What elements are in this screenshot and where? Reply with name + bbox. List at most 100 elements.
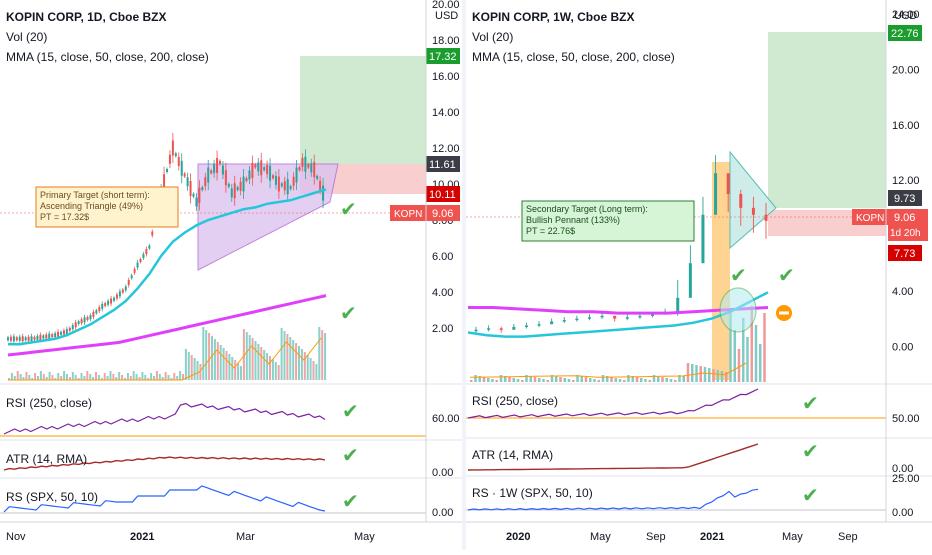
candle-body: [676, 297, 680, 312]
candle-body: [145, 249, 148, 254]
mma-legend[interactable]: MMA (15, close, 50, close, 200, close): [6, 50, 209, 64]
volume-bar: [242, 329, 245, 380]
volume-bar: [57, 373, 60, 380]
candle-body: [180, 160, 183, 176]
volume-bar: [10, 373, 13, 380]
candle-body: [183, 173, 186, 177]
volume-bar: [691, 364, 694, 382]
volume-bar: [703, 367, 707, 382]
candle-body: [168, 154, 171, 164]
rsi-legend[interactable]: RSI (250, close): [472, 394, 559, 408]
candle-body: [242, 176, 245, 192]
panel-divider: [462, 0, 466, 550]
candle-body: [266, 165, 269, 175]
volume-bar: [763, 313, 766, 382]
last-price-tag: 9.06: [432, 208, 453, 220]
volume-bar: [193, 358, 196, 380]
volume-bar: [196, 361, 199, 380]
candle-body: [575, 318, 579, 321]
vol-legend[interactable]: Vol (20): [472, 30, 514, 44]
volume-bar: [68, 377, 71, 380]
volume-bar: [176, 376, 179, 380]
note-line-2: Ascending Triangle (49%): [40, 201, 143, 211]
atr-legend[interactable]: ATR (14, RMA): [6, 452, 88, 466]
chart-title: KOPIN CORP, 1D, Cboe BZX: [6, 10, 167, 24]
volume-bars: [470, 306, 766, 382]
volume-bar: [525, 375, 528, 382]
volume-bar: [491, 379, 494, 382]
volume-bar: [138, 377, 141, 380]
check-icon: ✔: [340, 303, 357, 325]
candle-body: [57, 331, 60, 337]
volume-bar: [190, 355, 193, 380]
atr-legend[interactable]: ATR (14, RMA): [472, 448, 554, 462]
candle-body: [60, 331, 62, 335]
ascending-triangle: [197, 163, 339, 271]
rs-legend[interactable]: RS (SPX, 50, 10): [6, 490, 99, 504]
rsi-legend[interactable]: RSI (250, close): [6, 396, 93, 410]
weekly-chart-canvas[interactable]: Secondary Target (Long term): Bullish Pe…: [466, 0, 932, 550]
volume-bar: [567, 379, 571, 382]
candle-body: [550, 321, 554, 325]
candle-body: [186, 177, 189, 187]
volume-bar: [83, 376, 86, 380]
volume-bar: [179, 371, 182, 380]
volume-bar: [277, 365, 280, 380]
candle-body: [310, 163, 313, 173]
volume-bar: [86, 371, 89, 380]
ma-fast-line: [8, 188, 327, 346]
volume-bar: [576, 375, 579, 382]
candle-body: [274, 175, 277, 185]
time-axis-tick: Sep: [838, 531, 858, 543]
daily-chart-canvas[interactable]: Primary Target (short term): Ascending T…: [0, 0, 462, 550]
candle-body: [487, 328, 491, 330]
chart-panel-weekly[interactable]: Secondary Target (Long term): Bullish Pe…: [466, 0, 932, 550]
volume-bar: [286, 334, 289, 380]
volume-bar: [216, 342, 219, 380]
note-line-2: Bullish Pennant (133%): [526, 215, 620, 225]
volume-bar: [147, 378, 150, 380]
volume-bar: [237, 363, 240, 380]
volume-bar: [593, 379, 596, 382]
last-price-tag-bg: [426, 205, 460, 221]
price-axis-tick: 20.00: [892, 64, 920, 76]
candle-body: [133, 268, 136, 273]
target-zone: [768, 32, 886, 208]
candle-body: [304, 156, 307, 172]
candle-body: [45, 334, 48, 339]
volume-bar: [184, 349, 187, 380]
rsi-axis-tick: 50.00: [892, 413, 920, 425]
mma-legend[interactable]: MMA (15, close, 50, close, 200, close): [472, 50, 675, 64]
volume-bar: [555, 376, 558, 382]
candle-body: [613, 315, 617, 319]
price-axis-tick: 12.00: [892, 175, 920, 187]
volume-bar: [211, 336, 213, 380]
note-line-1: Secondary Target (Long term):: [526, 204, 648, 214]
volume-bar: [141, 372, 144, 380]
candle-body: [524, 325, 528, 328]
stop-price-tag: 7.73: [894, 248, 915, 260]
time-axis-tick: 2021: [700, 531, 724, 543]
volume-bar: [678, 375, 681, 382]
last-price-tag-bg: [888, 209, 928, 241]
vol-legend[interactable]: Vol (20): [6, 30, 48, 44]
chart-panel-daily[interactable]: Primary Target (short term): Ascending T…: [0, 0, 462, 550]
candle-body: [739, 194, 743, 208]
volume-bar: [750, 306, 753, 382]
price-axis[interactable]: 20.0018.0016.0014.0012.0010.008.006.004.…: [432, 0, 460, 335]
price-axis-tick: 16.00: [432, 71, 460, 83]
candle-body: [322, 185, 325, 201]
rs-legend[interactable]: RS · 1W (SPX, 50, 10): [472, 486, 593, 500]
volume-bar: [321, 330, 324, 380]
volume-bar: [644, 379, 647, 382]
note-line-3: PT = 22.76$: [526, 226, 575, 236]
candle-body: [248, 170, 251, 180]
currency-label: USD: [894, 10, 918, 22]
volume-bar: [208, 333, 211, 380]
candle-body: [95, 310, 98, 314]
rsi-line: [467, 388, 759, 419]
volume-bar: [499, 375, 503, 382]
candle-body: [245, 178, 248, 181]
candle-body: [83, 317, 86, 323]
